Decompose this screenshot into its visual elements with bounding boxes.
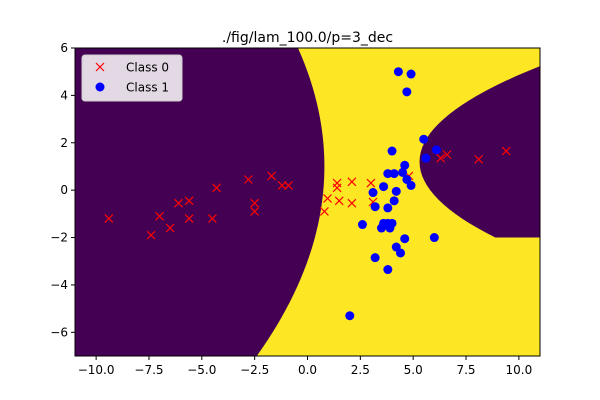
class-1-point — [389, 196, 399, 206]
class-0-point — [277, 180, 287, 190]
class-0-point — [146, 230, 156, 240]
class-1-point — [379, 182, 389, 192]
class-1-point — [385, 223, 395, 233]
x-axis: −10.0 −7.5 −5.0 −2.5 0.0 2.5 5.0 7.5 10.0 — [78, 356, 532, 377]
x-tick-label: 10.0 — [506, 363, 533, 377]
class-0-point — [184, 196, 194, 206]
class-1-point — [400, 234, 410, 244]
class-1-point — [396, 248, 405, 258]
class-0-point — [207, 214, 217, 224]
class-0-point — [165, 223, 175, 233]
class-1-point — [389, 169, 399, 179]
class-1-point — [421, 153, 431, 163]
legend-marker-class-1 — [95, 82, 105, 92]
y-tick-label: −4 — [50, 278, 68, 292]
class-0-point — [184, 214, 194, 224]
chart-title: ./fig/lam_100.0/p=3_dec — [222, 30, 393, 46]
class-0-point — [155, 211, 164, 221]
class-0-point — [366, 178, 376, 188]
class-1-point — [383, 169, 393, 179]
y-tick-label: 4 — [60, 88, 68, 102]
class-1-point — [370, 202, 380, 212]
class-0-point — [334, 196, 344, 206]
class-0-point — [347, 198, 357, 208]
class-0-point — [347, 177, 357, 187]
class-1-point — [400, 160, 410, 170]
class-1-point — [402, 87, 412, 97]
x-tick-label: −7.5 — [134, 363, 163, 377]
plot-area — [75, 48, 540, 356]
legend: Class 0 Class 1 — [81, 54, 183, 102]
class-0-right-region — [419, 66, 540, 238]
class-1-point — [357, 220, 367, 230]
class-0-point — [436, 153, 446, 163]
x-tick-label: 0.0 — [298, 363, 317, 377]
class-1-point — [370, 253, 380, 263]
class-0-point — [501, 146, 511, 156]
x-tick-label: 2.5 — [351, 363, 370, 377]
class-1-point — [345, 311, 355, 321]
class-0-point — [250, 198, 260, 208]
class-0-point — [212, 183, 222, 193]
class-0-point — [323, 194, 333, 203]
legend-label-class-1: Class 1 — [126, 81, 169, 95]
x-tick-label: 5.0 — [404, 363, 423, 377]
class-1-point — [387, 146, 397, 156]
class-0-point — [250, 207, 260, 216]
class-0-point — [442, 150, 452, 160]
class-0-point — [267, 171, 276, 181]
class-1-point — [393, 67, 403, 77]
class-1-point — [398, 167, 408, 177]
y-tick-label: −2 — [50, 231, 68, 245]
class-1-point — [383, 203, 393, 213]
x-tick-label: −10.0 — [78, 363, 115, 377]
y-tick-label: 2 — [60, 136, 68, 150]
legend-label-class-0: Class 0 — [126, 61, 169, 75]
x-tick-label: 7.5 — [456, 363, 475, 377]
class-1-point — [376, 223, 386, 233]
x-tick-label: −2.5 — [240, 363, 269, 377]
class-0-point — [474, 154, 484, 164]
class-0-point — [104, 214, 114, 224]
class-1-point — [368, 188, 378, 198]
y-axis: −6 −4 −2 0 2 4 6 — [50, 41, 75, 339]
class-1-point — [391, 186, 401, 196]
legend-box — [81, 54, 183, 102]
class-0-point — [174, 198, 183, 208]
legend-marker-class-0 — [95, 62, 105, 72]
class-1-point — [406, 69, 416, 79]
class-1-point — [402, 174, 412, 184]
class-1-point — [431, 145, 441, 155]
class-1-point — [429, 233, 439, 243]
class-0-point — [243, 175, 253, 184]
x-tick-label: −5.0 — [187, 363, 216, 377]
series-layer — [104, 67, 511, 321]
y-tick-label: 0 — [60, 183, 68, 197]
class-0-point — [284, 180, 293, 190]
class-1-point — [419, 134, 429, 144]
y-tick-label: 6 — [60, 41, 68, 55]
class-0-point — [319, 207, 329, 216]
class-0-point — [332, 183, 342, 193]
y-tick-label: −6 — [50, 325, 68, 339]
class-1-point — [383, 265, 393, 275]
